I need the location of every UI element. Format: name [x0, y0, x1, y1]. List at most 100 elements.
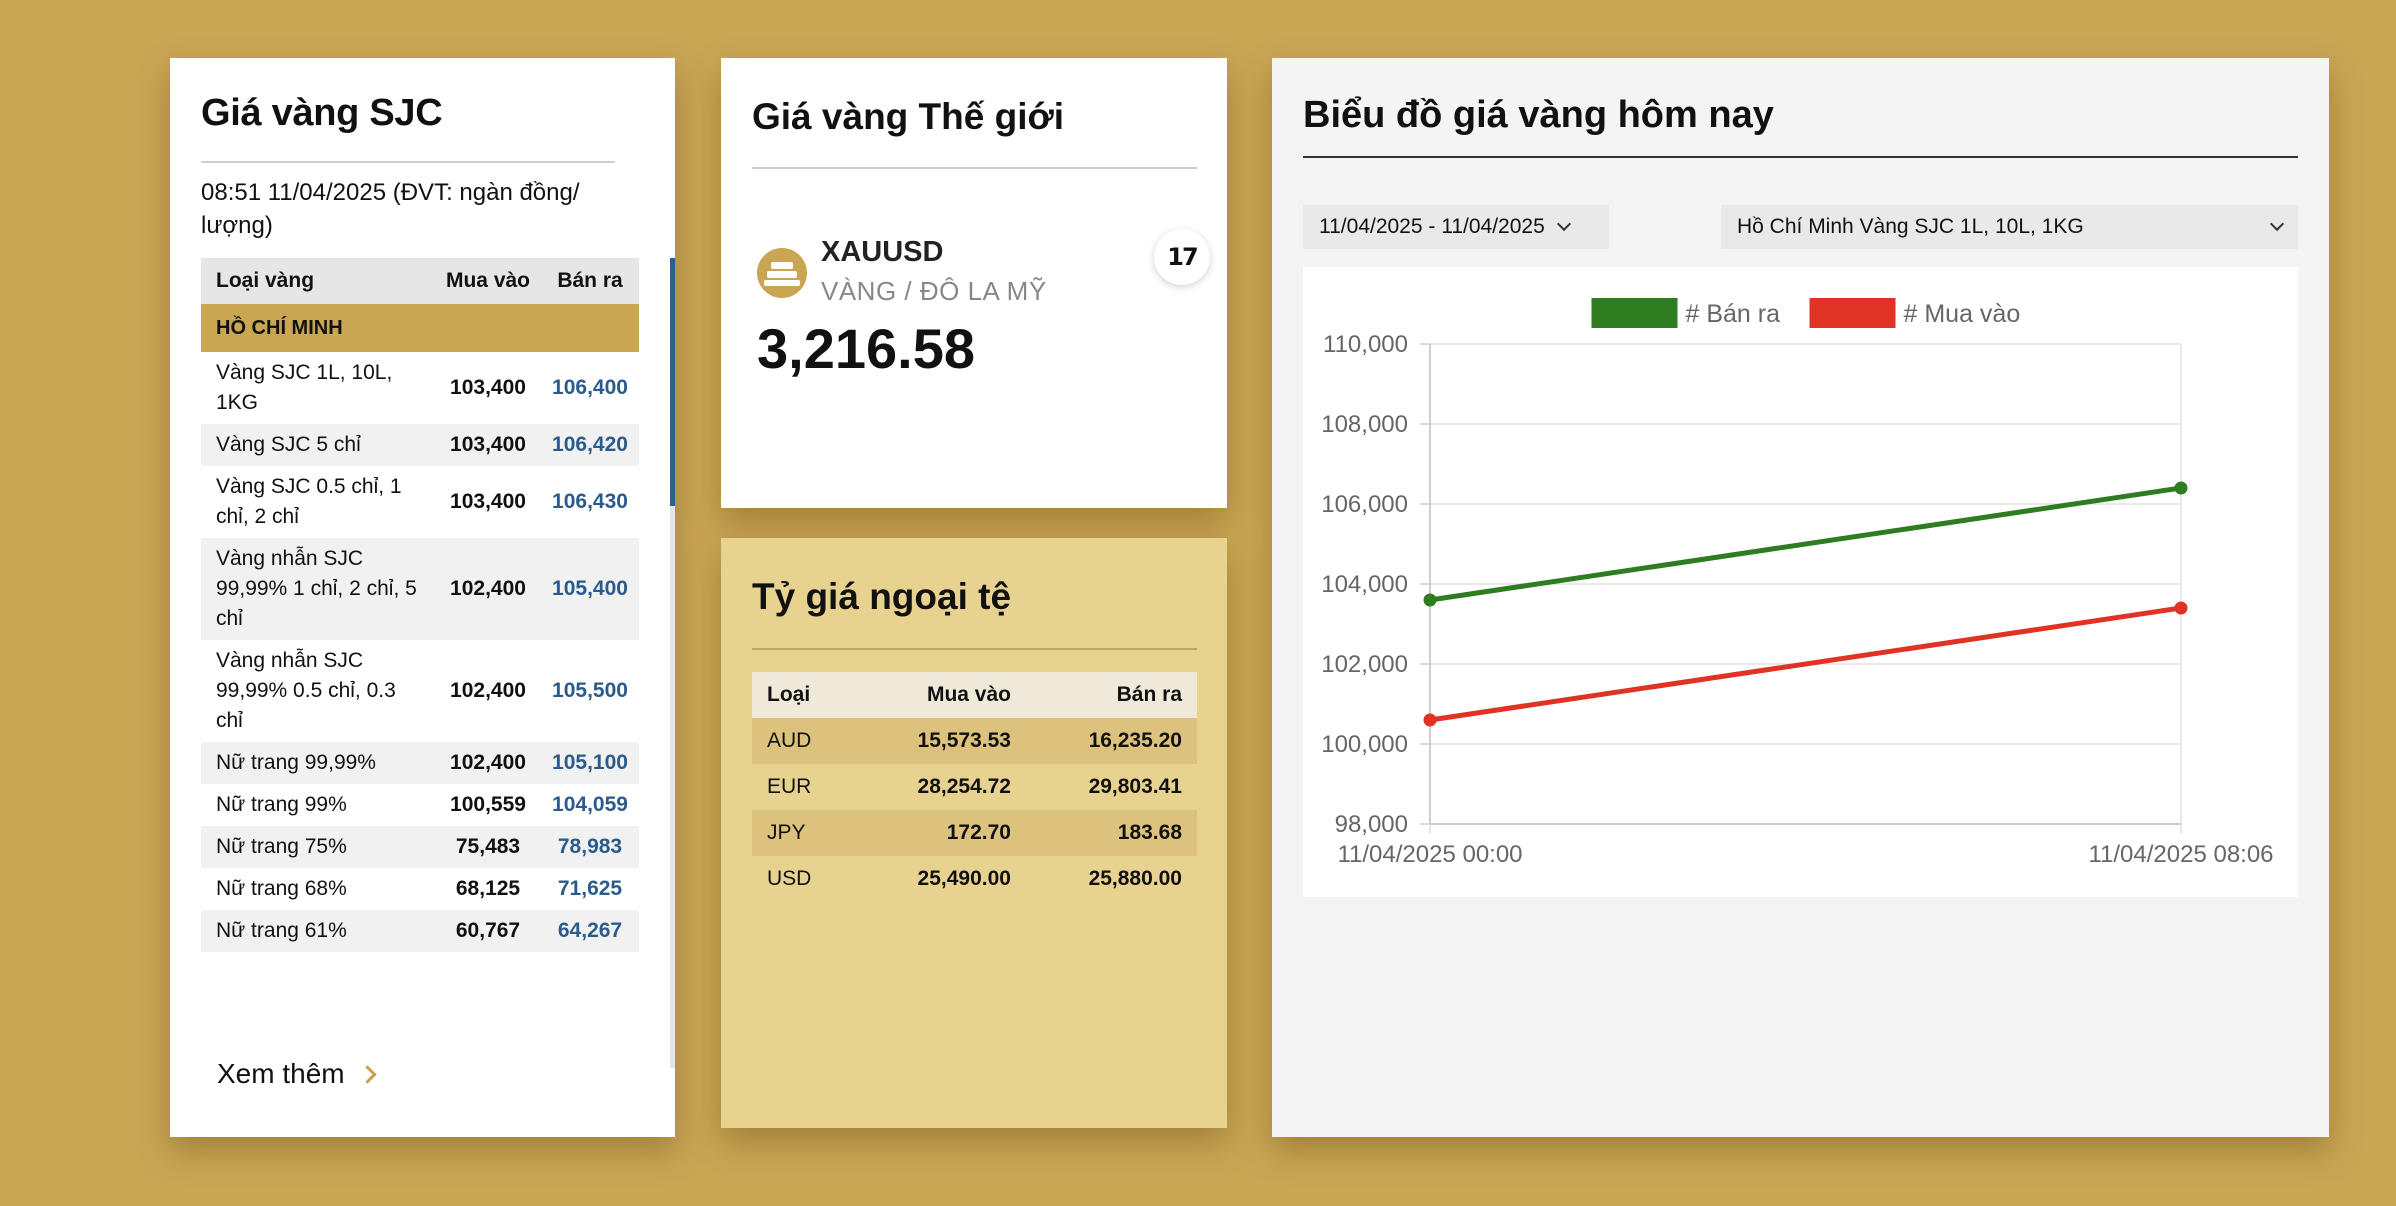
buy-price: 103,400 — [435, 466, 541, 538]
gold-type-name: Vàng SJC 5 chỉ — [201, 424, 435, 466]
gold-type-name: Nữ trang 99% — [201, 784, 435, 826]
sjc-gold-card: Giá vàng SJC 08:51 11/04/2025 (ĐVT: ngàn… — [170, 58, 675, 1137]
chevron-down-icon — [2269, 216, 2285, 232]
buy-rate: 172.70 — [854, 810, 1026, 856]
currency-code: EUR — [752, 764, 855, 810]
exchange-rate-title: Tỷ giá ngoại tệ — [752, 576, 1012, 617]
col-header-type: Loại vàng — [201, 258, 435, 304]
table-row: JPY 172.70 183.68 — [752, 810, 1197, 856]
sell-price: 64,267 — [541, 910, 639, 952]
gold-type-name: Nữ trang 68% — [201, 868, 435, 910]
y-tick-label: 98,000 — [1335, 811, 1408, 838]
y-tick-label: 106,000 — [1321, 491, 1408, 518]
gold-type-name: Vàng nhẫn SJC 99,99% 1 chỉ, 2 chỉ, 5 chỉ — [201, 538, 435, 640]
table-row: Vàng nhẫn SJC 99,99% 0.5 chỉ, 0.3 chỉ 102… — [201, 640, 639, 742]
buy-rate: 25,490.00 — [854, 856, 1026, 902]
table-row: Nữ trang 68% 68,125 71,625 — [201, 868, 639, 910]
sell-rate: 29,803.41 — [1025, 764, 1197, 810]
col-header-buy: Mua vào — [854, 672, 1026, 718]
sell-price: 78,983 — [541, 826, 639, 868]
table-row: USD 25,490.00 25,880.00 — [752, 856, 1197, 902]
gold-chart-card: Biểu đồ giá vàng hôm nay 11/04/2025 - 11… — [1272, 58, 2329, 1137]
currency-code: AUD — [752, 718, 855, 764]
scrollbar-track[interactable] — [670, 258, 675, 1068]
buy-price: 103,400 — [435, 424, 541, 466]
x-tick-label: 11/04/2025 00:00 — [1337, 841, 1522, 868]
buy-price: 102,400 — [435, 640, 541, 742]
gold-type-name: Nữ trang 75% — [201, 826, 435, 868]
table-row: EUR 28,254.72 29,803.41 — [752, 764, 1197, 810]
chevron-down-icon — [1556, 216, 1571, 232]
series-line-1 — [1429, 605, 2182, 723]
sell-price: 106,420 — [541, 424, 639, 466]
col-header-buy: Mua vào — [435, 258, 541, 304]
divider — [752, 167, 1197, 169]
region-label: HỒ CHÍ MINH — [201, 304, 639, 352]
divider — [201, 161, 615, 163]
world-gold-title: Giá vàng Thế giới — [752, 96, 1065, 137]
date-range-select[interactable]: 11/04/2025 - 11/04/2025 — [1303, 205, 1609, 249]
sjc-price-table: Loại vàng Mua vào Bán ra HỒ CHÍ MINH Vàn… — [201, 258, 639, 952]
sell-rate: 25,880.00 — [1025, 856, 1197, 902]
x-tick-label: 11/04/2025 08:06 — [2088, 841, 2273, 868]
buy-price: 102,400 — [435, 538, 541, 640]
buy-price: 60,767 — [435, 910, 541, 952]
table-row: Nữ trang 75% 75,483 78,983 — [201, 826, 639, 868]
table-row: Nữ trang 99,99% 102,400 105,100 — [201, 742, 639, 784]
buy-price: 100,559 — [435, 784, 541, 826]
y-tick-label: 110,000 — [1323, 331, 1408, 358]
divider — [752, 648, 1197, 650]
sell-price: 106,400 — [541, 352, 639, 424]
gold-type-name: Vàng SJC 1L, 10L, 1KG — [201, 352, 435, 424]
buy-price: 68,125 — [435, 868, 541, 910]
col-header-sell: Bán ra — [541, 258, 639, 304]
gold-bars-icon — [757, 248, 807, 298]
legend-label: # Bán ra — [1686, 300, 1781, 328]
buy-price: 102,400 — [435, 742, 541, 784]
series-line-0 — [1429, 485, 2182, 603]
legend-swatch — [1591, 298, 1678, 328]
sell-rate: 16,235.20 — [1025, 718, 1197, 764]
buy-price: 75,483 — [435, 826, 541, 868]
scrollbar-thumb[interactable] — [670, 258, 675, 506]
legend-label: # Mua vào — [1904, 300, 2021, 328]
y-tick-label: 102,000 — [1321, 651, 1408, 678]
table-row: Nữ trang 99% 100,559 104,059 — [201, 784, 639, 826]
table-row: Vàng SJC 0.5 chỉ, 1 chỉ, 2 chỉ 103,400 106… — [201, 466, 639, 538]
gold-type-name: Nữ trang 99,99% — [201, 742, 435, 784]
table-row: Vàng SJC 1L, 10L, 1KG 103,400 106,400 — [201, 352, 639, 424]
gold-type-value: Hồ Chí Minh Vàng SJC 1L, 10L, 1KG — [1737, 215, 2084, 238]
tradingview-logo-icon[interactable]: 17 — [1154, 229, 1210, 285]
sell-price: 105,400 — [541, 538, 639, 640]
y-tick-label: 100,000 — [1321, 731, 1408, 758]
sell-price: 71,625 — [541, 868, 639, 910]
sell-price: 105,100 — [541, 742, 639, 784]
table-row: Vàng SJC 5 chỉ 103,400 106,420 — [201, 424, 639, 466]
col-header-sell: Bán ra — [1025, 672, 1197, 718]
ticker-symbol[interactable]: XAUUSD — [821, 236, 944, 268]
sell-rate: 183.68 — [1025, 810, 1197, 856]
sjc-price-table-scroll[interactable]: Loại vàng Mua vào Bán ra HỒ CHÍ MINH Vàn… — [201, 258, 641, 1068]
chart-plot-area: 98,000 100,000 102,000 104,000 106,000 108,00… — [1303, 267, 2298, 897]
y-tick-label: 104,000 — [1321, 571, 1408, 598]
sjc-updated-time: 08:51 11/04/2025 (ĐVT: ngàn đồng/ lượng) — [201, 179, 580, 239]
buy-rate: 28,254.72 — [854, 764, 1026, 810]
col-header-type: Loại — [752, 672, 855, 718]
date-range-value: 11/04/2025 - 11/04/2025 — [1319, 215, 1545, 238]
data-point — [2174, 481, 2188, 495]
line-chart: 98,000 100,000 102,000 104,000 106,000 108,00… — [1321, 298, 2274, 868]
gold-type-select[interactable]: Hồ Chí Minh Vàng SJC 1L, 10L, 1KG — [1721, 205, 2298, 249]
table-row: Nữ trang 61% 60,767 64,267 — [201, 910, 639, 952]
sell-price: 104,059 — [541, 784, 639, 826]
data-point — [2174, 601, 2188, 615]
divider — [1303, 156, 2298, 158]
buy-rate: 15,573.53 — [854, 718, 1026, 764]
see-more-link[interactable]: Xem thêm — [217, 1058, 377, 1090]
sjc-title: Giá vàng SJC — [201, 92, 443, 134]
chevron-right-icon — [357, 1064, 377, 1084]
currency-code: USD — [752, 856, 855, 902]
exchange-rate-card: Tỷ giá ngoại tệ Loại Mua vào Bán ra AUD 1… — [721, 538, 1227, 1128]
currency-code: JPY — [752, 810, 855, 856]
exchange-rate-table: Loại Mua vào Bán ra AUD 15,573.53 16,235.2… — [752, 672, 1197, 902]
sell-price: 105,500 — [541, 640, 639, 742]
